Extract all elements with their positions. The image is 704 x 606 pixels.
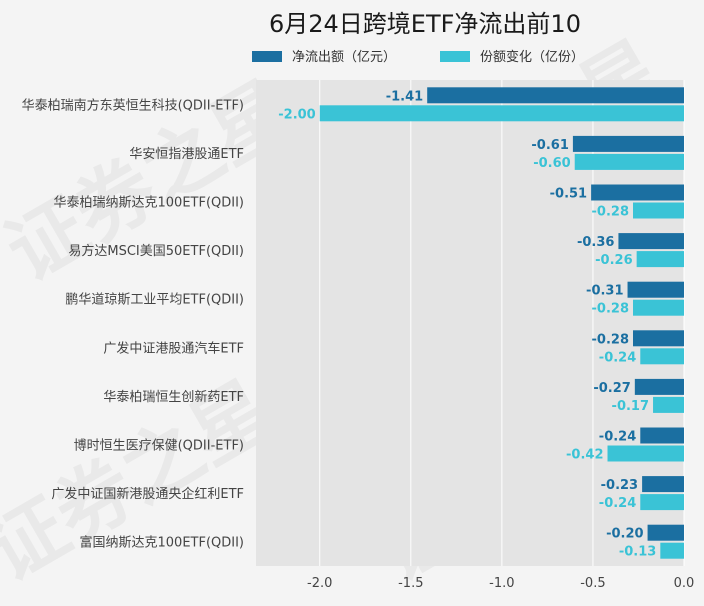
category-label: 华安恒指港股通ETF: [129, 147, 244, 162]
category-label: 博时恒生医疗保健(QDII-ETF): [74, 439, 244, 454]
x-tick-label: -1.5: [398, 576, 423, 591]
data-label: -0.42: [566, 448, 603, 463]
category-label: 华泰柏瑞恒生创新药ETF: [103, 389, 244, 405]
x-tick-label: 0.0: [674, 576, 695, 591]
data-label: -0.27: [593, 381, 630, 396]
legend-label: 份额变化（亿份）: [480, 49, 584, 65]
data-label: -0.61: [531, 138, 568, 153]
legend-swatch: [252, 51, 282, 62]
legend-label: 净流出额（亿元）: [292, 50, 396, 65]
bar: [647, 524, 684, 541]
data-label: -0.23: [601, 478, 638, 493]
data-label: -0.13: [619, 545, 656, 560]
data-label: -0.36: [577, 235, 614, 250]
x-tick-label: -0.5: [580, 576, 605, 591]
data-label: -0.28: [592, 302, 629, 317]
data-label: -0.51: [550, 187, 587, 202]
data-label: -0.31: [586, 284, 623, 299]
x-tick-label: -2.0: [307, 576, 332, 591]
bar: [574, 153, 684, 170]
bar: [633, 202, 684, 219]
data-label: -0.24: [599, 350, 636, 365]
bar: [660, 542, 684, 559]
data-labels: -1.41 -2.00 -0.61 -0.60 -0.51 -0.28 -0.36 -0.26…: [278, 89, 656, 559]
data-label: -0.60: [533, 156, 570, 171]
category-label: 易方达MSCI美国50ETF(QDII): [68, 243, 244, 259]
data-label: -0.28: [592, 332, 629, 347]
category-labels: 华泰柏瑞南方东英恒生科技(QDII-ETF) 华安恒指港股通ETF 华泰柏瑞纳斯达克…: [22, 97, 244, 550]
bar: [634, 378, 684, 395]
data-label: -0.24: [599, 430, 636, 445]
bar: [633, 330, 684, 347]
bar: [653, 396, 684, 413]
bar: [618, 233, 684, 250]
bar: [591, 184, 684, 201]
bar: [607, 445, 684, 462]
chart-title: 6月24日跨境ETF净流出前10: [269, 10, 581, 38]
data-label: -2.00: [278, 107, 315, 122]
legend-swatch: [440, 51, 470, 62]
bar: [427, 87, 684, 104]
category-label: 富国纳斯达克100ETF(QDII): [80, 535, 245, 551]
data-label: -1.41: [386, 89, 423, 104]
bar: [640, 427, 684, 444]
category-label: 广发中证国新港股通央企红利ETF: [51, 486, 244, 502]
bar: [640, 494, 684, 511]
bar: [319, 105, 684, 122]
bar: [572, 135, 684, 152]
bar: [636, 251, 684, 268]
data-label: -0.24: [599, 496, 636, 511]
data-label: -0.17: [612, 399, 649, 414]
data-label: -0.20: [606, 527, 643, 542]
data-label: -0.28: [592, 205, 629, 220]
category-label: 鹏华道琼斯工业平均ETF(QDII): [65, 293, 244, 308]
data-label: -0.26: [595, 253, 632, 268]
category-label: 华泰柏瑞纳斯达克100ETF(QDII): [54, 196, 245, 211]
category-label: 华泰柏瑞南方东英恒生科技(QDII-ETF): [22, 97, 244, 113]
bar: [640, 348, 684, 365]
category-label: 广发中证港股通汽车ETF: [103, 340, 244, 356]
x-axis-ticks: -2.0 -1.5 -1.0 -0.5 0.0: [307, 576, 694, 591]
legend: 净流出额（亿元） 份额变化（亿份）: [252, 49, 584, 65]
bar: [642, 476, 684, 493]
bars: [319, 87, 684, 559]
x-tick-label: -1.0: [489, 576, 514, 591]
bar: [627, 281, 684, 298]
bar: [633, 299, 684, 316]
